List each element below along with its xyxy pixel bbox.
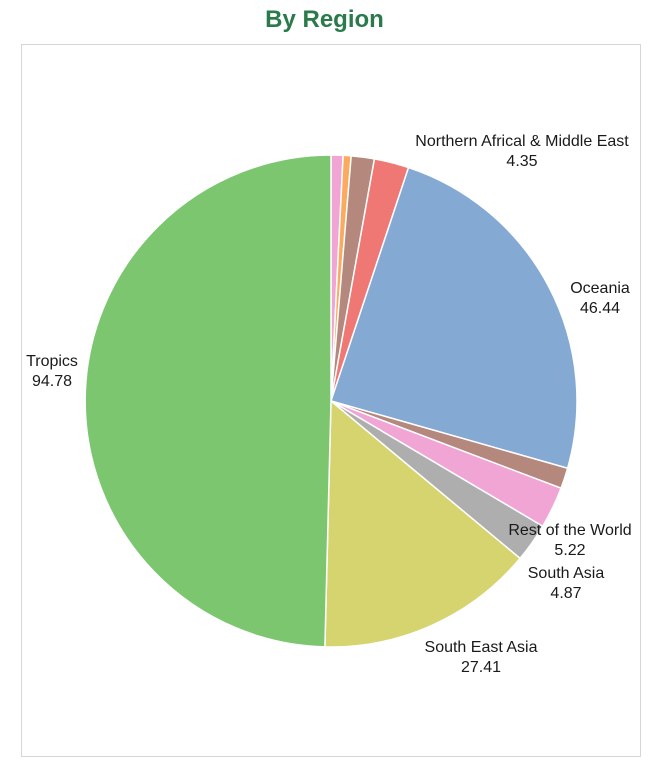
chart-title: By Region xyxy=(265,6,384,33)
slice-label: Oceania xyxy=(570,280,630,297)
pie-slice-south-east-asia xyxy=(324,399,522,648)
slice-label: South East Asia xyxy=(425,639,538,656)
pie-slices xyxy=(84,154,578,648)
slice-value-label: 4.35 xyxy=(506,153,537,170)
pie-labels: Northern Africal & Middle East 4.35 Oceani… xyxy=(26,133,632,676)
slice-value-label: 5.22 xyxy=(554,542,585,559)
pie-slice-oceania xyxy=(330,166,578,470)
slice-value-label: 46.44 xyxy=(580,300,620,317)
pie-slice-tropics xyxy=(84,154,332,648)
slice-value-label: 4.87 xyxy=(550,585,581,602)
slice-value-label: 94.78 xyxy=(32,373,72,390)
slice-label: Tropics xyxy=(26,353,78,370)
slice-label: Rest of the World xyxy=(508,522,631,539)
slice-label: Northern Africal & Middle East xyxy=(415,133,629,150)
slice-label: South Asia xyxy=(528,565,605,582)
slice-value-label: 27.41 xyxy=(461,659,501,676)
